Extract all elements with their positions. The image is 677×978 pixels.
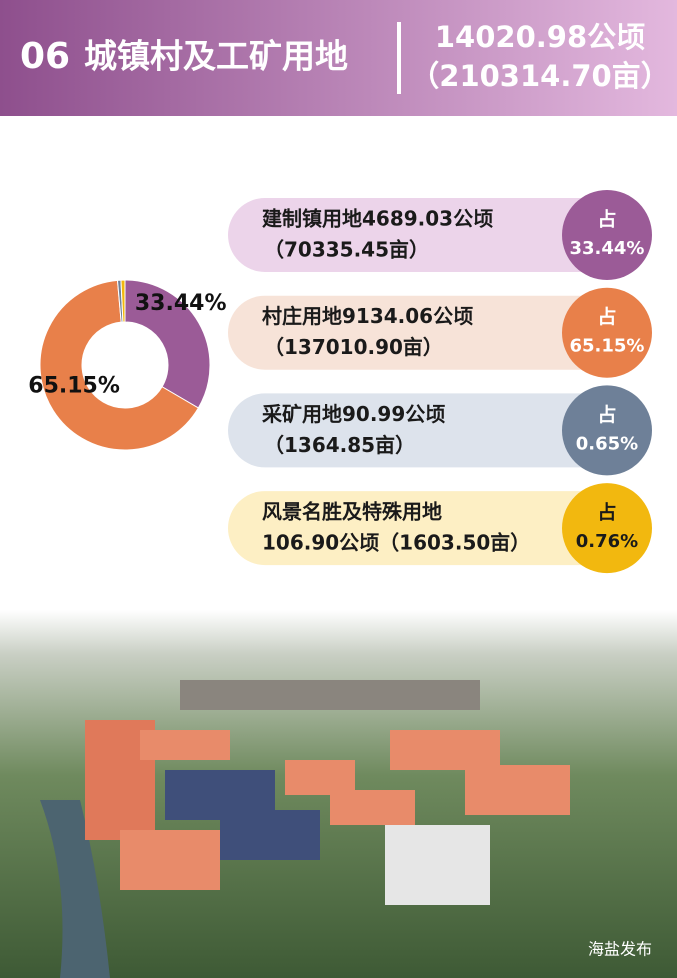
card-text: 106.90公顷（1603.50亩） [262, 531, 530, 555]
donut-slice [120, 279, 126, 323]
card [228, 198, 618, 272]
share-value: 0.65% [576, 433, 638, 454]
slice-label: 33.44% [135, 291, 227, 316]
building [285, 760, 355, 795]
building [140, 730, 230, 760]
header-title: 城镇村及工矿用地 [84, 37, 348, 76]
card-text: （137010.90亩） [264, 335, 443, 359]
share-value: 33.44% [570, 238, 645, 259]
share-value: 0.76% [576, 531, 638, 552]
card-text: 风景名胜及特殊用地 [262, 500, 442, 524]
share-circle [562, 483, 652, 574]
river [40, 800, 110, 978]
card-text: 村庄用地9134.06公顷 [262, 304, 473, 328]
source: 海盐发布 [588, 940, 652, 959]
share-circle [562, 385, 652, 476]
card-text: 采矿用地90.99公顷 [262, 402, 445, 426]
building [120, 830, 220, 890]
total-area: 14020.98公顷 [435, 20, 645, 54]
card [228, 491, 618, 566]
divider [397, 22, 401, 94]
share-prefix: 占 [597, 501, 616, 524]
donut-slice [124, 279, 211, 409]
card-text: 建制镇用地4689.03公顷 [262, 207, 493, 231]
card [228, 295, 618, 370]
houses [180, 680, 480, 710]
photo [0, 610, 677, 978]
share-prefix: 占 [597, 403, 616, 426]
solar-roof [220, 810, 320, 860]
building [465, 765, 570, 815]
header-number: 06 [20, 36, 70, 77]
donut-slice [39, 279, 200, 451]
card-text: （70335.45亩） [264, 238, 429, 262]
legend-cards: 建制镇用地4689.03公顷 （70335.45亩） 占 33.44% 村庄用地9134… [228, 190, 652, 574]
building [390, 730, 500, 770]
donut-chart: 33.44% 65.15% [28, 279, 227, 451]
building [385, 825, 490, 905]
header-band [0, 0, 677, 116]
card [228, 393, 618, 468]
card-text: （1364.85亩） [264, 433, 415, 457]
share-prefix: 占 [597, 305, 616, 328]
slice-label: 65.15% [28, 374, 120, 399]
share-circle [562, 287, 652, 378]
share-prefix: 占 [597, 208, 616, 231]
building [330, 790, 415, 825]
total-mu: （210314.70亩） [410, 59, 669, 93]
share-circle [562, 190, 652, 280]
share-value: 65.15% [570, 336, 645, 357]
